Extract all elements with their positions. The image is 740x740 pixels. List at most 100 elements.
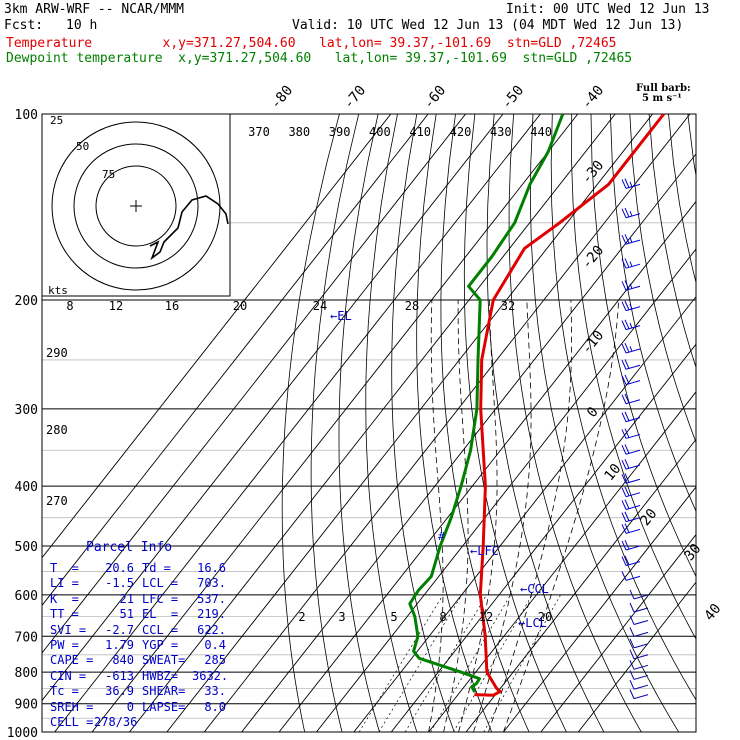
isotherm [91, 114, 579, 732]
theta-label: 380 [288, 125, 310, 139]
barb-flag [624, 393, 630, 404]
barb-half-flag [629, 210, 633, 217]
parcel-row: K = 21 LFC = 537. [50, 592, 226, 607]
parcel-row: T = 20.6 Td = 16.6 [50, 561, 226, 576]
barb-flag [624, 342, 630, 353]
barb-half-flag [629, 346, 633, 352]
pressure-label: 900 [15, 698, 38, 713]
barb-flag [621, 556, 627, 566]
barb-flag [621, 343, 627, 354]
full-barb-label: Full barb: [636, 83, 691, 94]
barb-flag [621, 375, 627, 385]
theta-label: 390 [329, 125, 351, 139]
theta-label: 400 [369, 125, 391, 139]
theta-label: 420 [450, 125, 472, 139]
barb-flag [621, 571, 627, 581]
parcel-av: 51 [119, 607, 134, 622]
isotherm [42, 114, 429, 607]
parcel-av: 840 [112, 653, 134, 668]
isotherm [278, 200, 696, 732]
dry-adiabat [338, 114, 380, 732]
parcel-row: TT = 51 EL = 219. [50, 607, 226, 622]
mixing-ratio-line [404, 594, 487, 732]
parcel-row: SREH = 0 LAPSE= 8.0 [50, 700, 226, 715]
barb-half-flag [629, 283, 633, 289]
parcel-a: TT = [50, 607, 79, 622]
parcel-av: 36.9 [105, 684, 134, 699]
parcel-av: -2.7 [105, 622, 134, 637]
theta-label: 410 [409, 125, 431, 139]
hodograph-tick-label: 8 [66, 299, 73, 313]
temperature-label: 10 [601, 461, 624, 484]
barb-flag [624, 555, 630, 566]
hodograph-tick-label: 24 [313, 299, 327, 313]
parcel-row: PW = 1.79 YGP = 0.4 [50, 638, 226, 653]
theta-label: 370 [248, 125, 270, 139]
wind-barb [621, 555, 641, 567]
isotherm [353, 295, 696, 732]
barb-flag [624, 499, 630, 509]
pressure-label: 1000 [7, 726, 38, 740]
valid-time: Valid: 10 UTC Wed 12 Jun 13 (04 MDT Wed … [292, 18, 684, 33]
parcel-a: Tc = [50, 684, 79, 699]
wind-barb [621, 359, 641, 370]
barb-half-flag [629, 322, 633, 329]
barb-flag [621, 394, 627, 404]
mixing-ratio-label: 3 [338, 610, 345, 624]
hodograph-tick-label: 16 [165, 299, 179, 313]
barb-flag [621, 234, 627, 245]
isotherm [316, 248, 696, 732]
parcel-av: -1.5 [105, 576, 134, 591]
barb-shaft [625, 348, 641, 354]
barb-shaft [633, 594, 649, 600]
wind-barb [621, 319, 641, 331]
parcel-a: PW = [50, 637, 79, 652]
mixing-ratio-label: 5 [390, 610, 397, 624]
parcel-bv: 33. [204, 684, 226, 699]
isotherm [42, 114, 392, 559]
parcel-row: CELL =278/36 [50, 715, 226, 730]
isotherm [503, 486, 696, 732]
barb-flag [621, 258, 627, 269]
barb-half-flag [629, 261, 633, 267]
mixing-ratio-line [453, 594, 533, 732]
parcel-av: 1.79 [105, 637, 134, 652]
dewpoint-legend: Dewpoint temperature x,y=371.27,504.60 l… [6, 51, 633, 66]
parcel-av: 0 [126, 699, 134, 714]
mixing-ratio-line [358, 594, 444, 732]
parcel-b: CCL = [142, 622, 179, 637]
parcel-row: Tc = 36.9 SHEAR= 33. [50, 684, 226, 699]
parcel-info-title: Parcel Info [86, 540, 173, 555]
isotherm [42, 114, 466, 654]
dry-adiabat [529, 114, 680, 732]
hodograph-ring [73, 143, 199, 269]
dry-adiabat [310, 114, 360, 732]
parcel-marker: ←LFC [470, 544, 499, 558]
plot-frame [41, 113, 697, 733]
parcel-info-table: T = 20.6 Td = 16.6 LI = -1.5 LCL = 703. K = 21 LFC… [50, 561, 228, 730]
temperature-label: 0 [584, 404, 602, 421]
dry-adiabat [668, 114, 696, 284]
init-time: Init: 00 UTC Wed 12 Jun 13 [506, 2, 710, 17]
barb-shaft [625, 183, 641, 189]
barb-shaft [625, 528, 641, 534]
barb-flag [624, 319, 630, 330]
barb-shaft [633, 654, 649, 660]
isotherm [203, 114, 691, 732]
barb-flag [621, 429, 627, 439]
dry-adiabat [463, 114, 567, 732]
parcel-b: SWEAT= [142, 653, 186, 668]
barb-flag [629, 615, 635, 625]
wind-barb [629, 649, 649, 660]
wind-barb [621, 374, 641, 386]
barb-flag [624, 428, 630, 438]
parcel-b: YGP = [142, 637, 179, 652]
dry-adiabat [281, 114, 340, 732]
barb-flag [621, 412, 627, 422]
temperature-label: -30 [579, 158, 608, 188]
pressure-label: 100 [15, 108, 38, 123]
dry-adiabat [629, 114, 696, 444]
parcel-b: LAPSE= [142, 699, 186, 714]
model-title: 3km ARW-WRF -- NCAR/MMM [4, 2, 185, 17]
barb-flag [624, 234, 630, 244]
